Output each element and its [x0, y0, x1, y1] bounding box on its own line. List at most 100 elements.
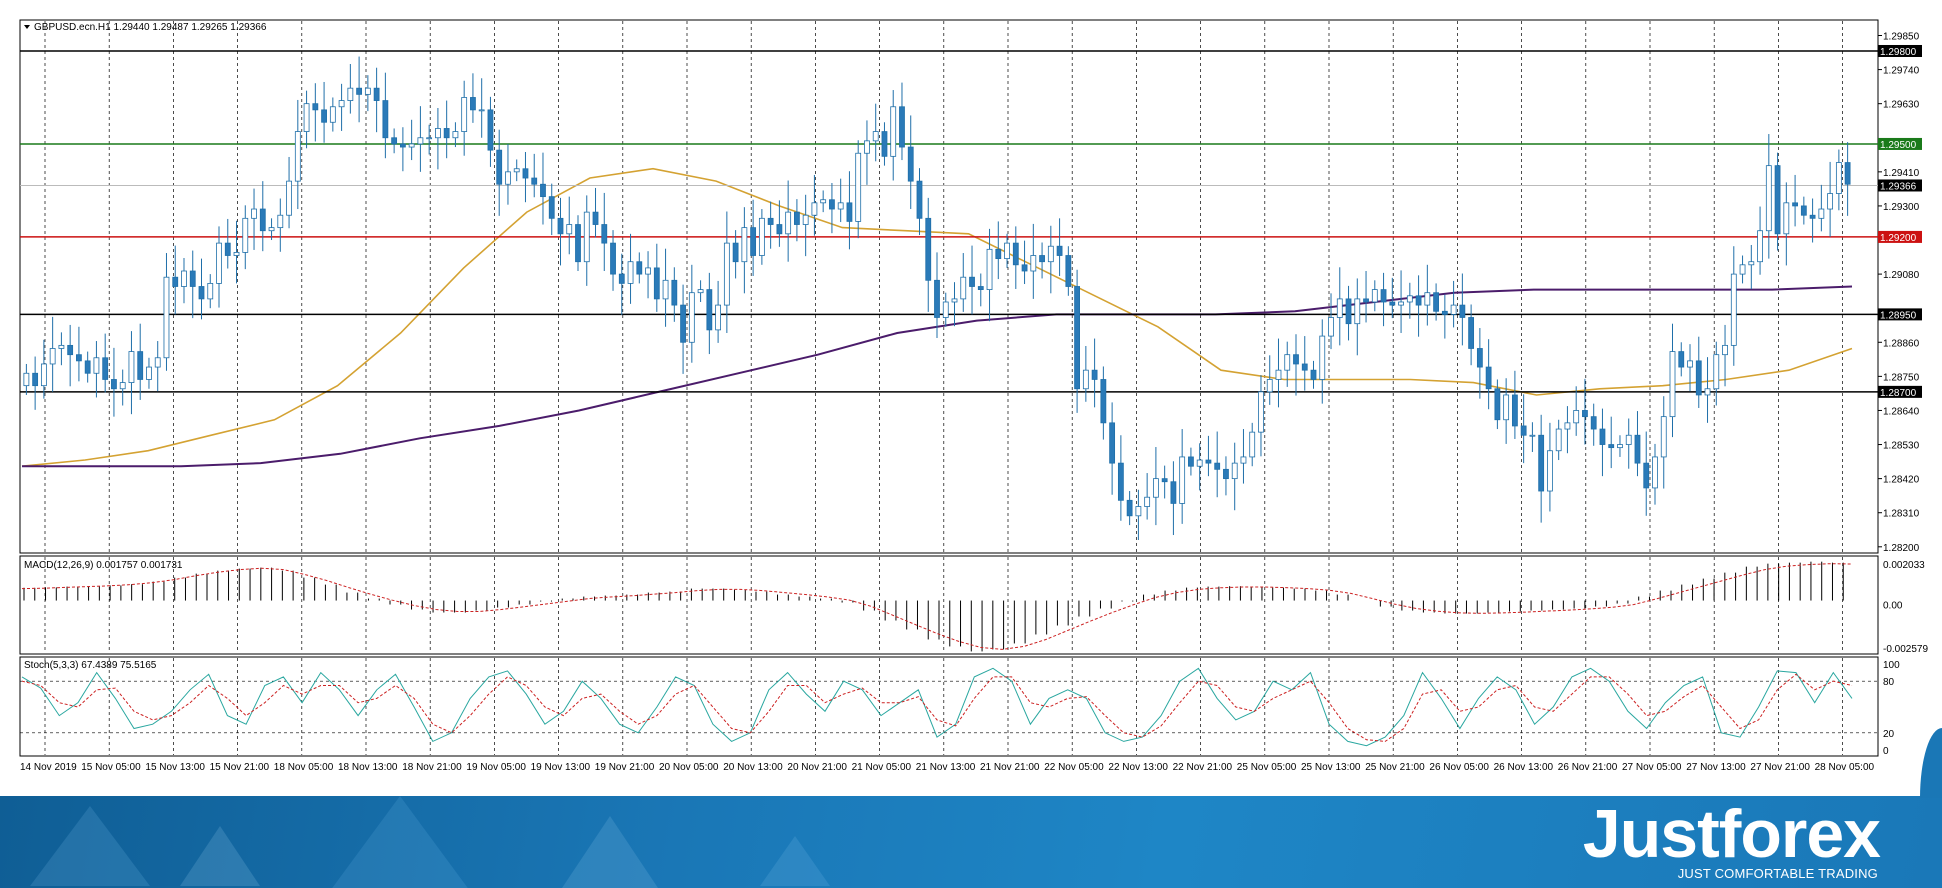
x-tick-label: 15 Nov 21:00	[210, 762, 270, 773]
candle-bear	[391, 137, 398, 145]
candle-bull	[181, 270, 187, 287]
x-tick-label: 19 Nov 13:00	[531, 762, 591, 773]
candle-bull	[93, 357, 100, 374]
brand-banner	[0, 796, 1942, 888]
candles	[23, 56, 1851, 540]
candle-bear	[1091, 369, 1098, 380]
candle-bull	[329, 106, 336, 123]
candle-bull	[1406, 295, 1413, 303]
candle-bear	[1293, 354, 1299, 365]
candle-bull	[1835, 162, 1842, 194]
candle-bull	[1713, 354, 1720, 390]
candle-bear	[137, 351, 144, 380]
candle-bull	[715, 304, 722, 331]
level-tag	[1878, 308, 1922, 321]
level-tag-label: 1.29500	[1880, 140, 1917, 151]
candle-bull	[566, 224, 573, 235]
candle-bull	[268, 227, 275, 232]
candle-bear	[977, 286, 984, 290]
candle-bull	[1555, 428, 1562, 452]
candle-bull	[251, 208, 257, 219]
candle-bear	[1695, 360, 1702, 396]
candle-bull	[461, 97, 468, 132]
candle-bull	[1450, 304, 1457, 315]
candle-bull	[1144, 496, 1151, 507]
candle-bear	[1039, 255, 1045, 263]
level-tag	[1878, 137, 1922, 150]
x-tick-label: 20 Nov 05:00	[659, 762, 719, 773]
candle-bull	[864, 140, 870, 154]
brand-logo[interactable]: Justforex	[1582, 796, 1881, 872]
candle-bear	[399, 143, 406, 148]
candle-bull	[1669, 351, 1676, 418]
candle-bear	[1459, 304, 1466, 318]
candle-bull	[855, 152, 862, 222]
candle-bull	[49, 348, 56, 365]
x-tick-label: 20 Nov 21:00	[787, 762, 847, 773]
candle-bear	[1170, 481, 1177, 504]
level-tag	[1878, 44, 1922, 57]
symbol-dropdown-icon[interactable]	[24, 25, 30, 29]
candle-bull	[1503, 394, 1510, 421]
candle-bull	[364, 87, 371, 95]
candle-bear	[189, 270, 196, 287]
macd-header: MACD(12,26,9) 0.001757 0.001731	[24, 560, 183, 571]
candle-bull	[811, 202, 818, 216]
candle-bear	[995, 248, 1002, 260]
candle-bear	[540, 183, 546, 198]
candle-bull	[890, 106, 897, 157]
price-tick-label: 1.29740	[1883, 66, 1920, 77]
candle-bear	[1800, 205, 1807, 216]
candle-bear	[1485, 366, 1492, 390]
candle-bull	[697, 289, 704, 294]
x-tick-label: 22 Nov 21:00	[1173, 762, 1233, 773]
candle-bull	[837, 202, 844, 210]
candle-bear	[916, 180, 923, 219]
candle-bull	[1730, 273, 1737, 346]
candle-bear	[653, 267, 660, 300]
price-tick-label: 1.28530	[1883, 441, 1920, 452]
price-tick-label: 1.28420	[1883, 475, 1920, 486]
candle-bull	[1275, 369, 1282, 380]
candle-bear	[969, 276, 975, 287]
macd-tick-label: 0.00	[1883, 601, 1903, 612]
candle-bull	[820, 199, 827, 204]
current-price-tag	[1878, 179, 1922, 192]
candle-bear	[321, 109, 327, 123]
candle-bull	[741, 227, 748, 263]
x-tick-label: 21 Nov 21:00	[980, 762, 1040, 773]
x-tick-label: 21 Nov 05:00	[852, 762, 912, 773]
price-tick-label: 1.28200	[1883, 543, 1920, 554]
price-tick-label: 1.29410	[1883, 168, 1920, 179]
x-tick-label: 21 Nov 13:00	[916, 762, 976, 773]
candle-bear	[1205, 459, 1212, 464]
candle-bull	[785, 211, 792, 235]
candle-bear	[1126, 499, 1133, 517]
x-tick-label: 25 Nov 05:00	[1237, 762, 1297, 773]
x-tick-label: 18 Nov 21:00	[402, 762, 462, 773]
candle-bear	[1468, 317, 1475, 349]
candle-bull	[294, 131, 301, 182]
candle-bear	[496, 149, 503, 185]
candle-bear	[522, 168, 529, 179]
candle-bull	[1818, 208, 1825, 219]
candle-bear	[846, 202, 853, 222]
candle-bear	[794, 211, 800, 225]
candle-bear	[373, 87, 380, 101]
candle-bull	[627, 261, 634, 284]
stoch-main-line	[21, 667, 1853, 747]
current-price-label: 1.29366	[1880, 181, 1917, 192]
x-tick-label: 25 Nov 13:00	[1301, 762, 1361, 773]
candle-bear	[1520, 425, 1527, 436]
candle-bull	[1765, 165, 1772, 232]
candle-bull	[347, 87, 354, 101]
x-tick-label: 18 Nov 05:00	[274, 762, 334, 773]
x-tick-label: 20 Nov 13:00	[723, 762, 783, 773]
stochastic-lines	[20, 667, 1878, 747]
candle-bull	[1047, 245, 1054, 263]
candle-bull	[426, 137, 433, 140]
candle-bull	[1547, 450, 1553, 492]
candle-bull	[1030, 255, 1037, 272]
candle-bull	[1258, 391, 1264, 433]
level-tag	[1878, 385, 1922, 398]
